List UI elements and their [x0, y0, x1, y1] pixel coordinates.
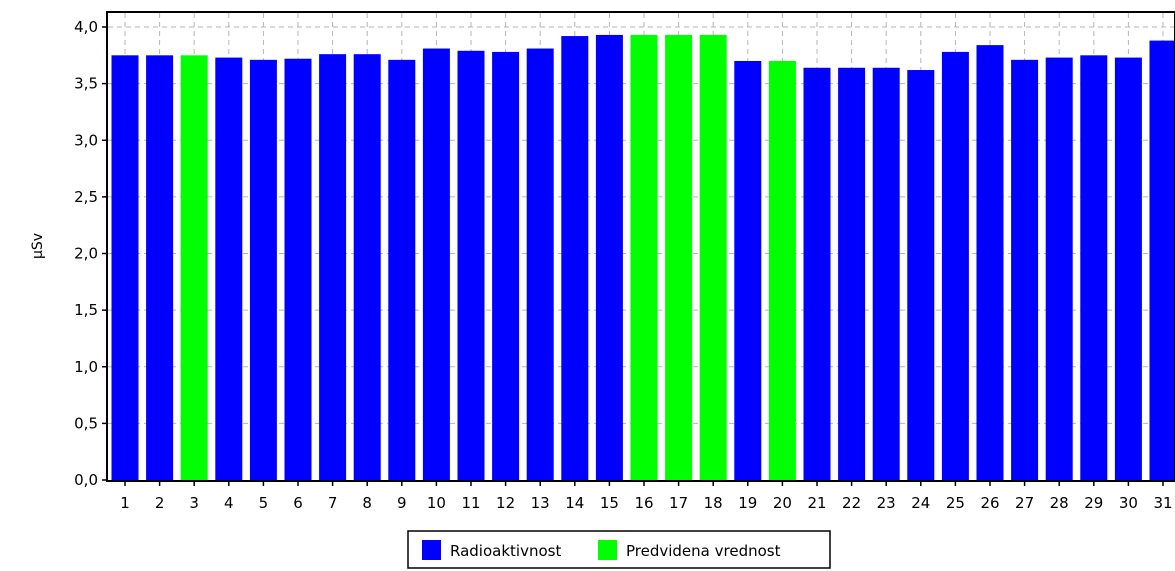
x-tick-label: 14	[565, 494, 584, 512]
bars	[111, 34, 1175, 481]
x-tick-label: 12	[496, 494, 515, 512]
y-tick-label: 3,0	[74, 131, 98, 149]
x-tick-label: 26	[980, 494, 999, 512]
bar-day-30	[1114, 57, 1142, 480]
x-tick-label: 18	[704, 494, 723, 512]
bar-day-15	[595, 34, 623, 481]
x-tick-label: 21	[807, 494, 826, 512]
bar-day-22	[838, 67, 866, 481]
legend-box	[407, 530, 831, 569]
x-tick-label: 4	[224, 494, 234, 512]
x-tick-label: 17	[669, 494, 688, 512]
bar-day-13	[526, 48, 554, 481]
y-tick-label: 2,5	[74, 188, 98, 206]
x-tick-label: 29	[1084, 494, 1103, 512]
bar-day-6	[284, 58, 312, 481]
x-tick-label: 8	[362, 494, 372, 512]
x-tick-label: 9	[397, 494, 407, 512]
bar-day-18	[699, 34, 727, 481]
bar-day-1	[111, 55, 139, 480]
bar-day-4	[215, 57, 243, 480]
legend-swatch-predvidena-vrednost	[598, 540, 617, 560]
plot-frame	[106, 11, 1175, 482]
bar-day-7	[319, 54, 347, 481]
bar-day-5	[249, 59, 277, 480]
y-tick-label: 2,0	[74, 245, 98, 263]
bar-day-23	[872, 67, 900, 481]
bar-day-21	[803, 67, 831, 481]
x-tick-label: 5	[259, 494, 269, 512]
bar-day-9	[388, 59, 416, 480]
x-tick-label: 28	[1050, 494, 1069, 512]
x-tick-label: 16	[634, 494, 653, 512]
x-tick-label: 23	[877, 494, 896, 512]
x-tick-label: 15	[600, 494, 619, 512]
bar-day-14	[561, 36, 589, 481]
legend-label-predvidena-vrednost: Predvidena vrednost	[626, 542, 781, 560]
y-axis-label: µSv	[30, 233, 46, 259]
bar-day-28	[1045, 57, 1073, 480]
x-tick-label: 22	[842, 494, 861, 512]
legend-label-radioaktivnost: Radioaktivnost	[450, 542, 561, 560]
x-tick-label: 11	[461, 494, 480, 512]
bar-day-11	[457, 50, 485, 480]
bar-day-19	[734, 60, 762, 480]
y-tick-label: 4,0	[74, 18, 98, 36]
bar-day-27	[1011, 59, 1039, 480]
bar-day-3	[180, 55, 208, 480]
bar-day-20	[768, 60, 796, 480]
bar-day-29	[1080, 55, 1108, 480]
y-tick-label: 0,0	[74, 471, 98, 489]
x-tick-label: 2	[155, 494, 165, 512]
bar-day-8	[353, 54, 381, 481]
y-tick-label: 1,0	[74, 358, 98, 376]
x-tick-label: 10	[427, 494, 446, 512]
x-tick-label: 13	[531, 494, 550, 512]
legend: Radioaktivnost Predvidena vrednost	[407, 530, 831, 569]
bar-day-17	[665, 34, 693, 481]
x-tick-label: 31	[1153, 494, 1172, 512]
x-tick-label: 7	[328, 494, 338, 512]
x-tick-label: 6	[293, 494, 303, 512]
x-tick-label: 27	[1015, 494, 1034, 512]
bar-day-2	[146, 55, 174, 480]
y-tick-label: 3,5	[74, 75, 98, 93]
y-axis-ticks: 0,0 0,5 1,0 1,5 2,0 2,5 3,0 3,5 4,0	[74, 18, 107, 489]
x-tick-label: 3	[189, 494, 199, 512]
y-tick-label: 1,5	[74, 301, 98, 319]
bar-day-25	[941, 51, 969, 480]
x-tick-label: 24	[911, 494, 930, 512]
bar-day-26	[976, 45, 1004, 481]
x-axis-ticks: 1 2 3 4 5 6 7 8 9 10 11 12 13 14 15 16 17 18 19 20 21 22 23 24 2…	[120, 481, 1173, 512]
bar-day-24	[907, 70, 935, 480]
x-tick-label: 30	[1119, 494, 1138, 512]
bar-day-10	[422, 48, 450, 481]
x-tick-label: 1	[120, 494, 130, 512]
bar-day-16	[630, 34, 658, 481]
legend-swatch-radioaktivnost	[422, 540, 441, 560]
x-tick-label: 19	[738, 494, 757, 512]
y-tick-label: 0,5	[74, 414, 98, 432]
x-tick-label: 25	[946, 494, 965, 512]
bar-day-31	[1149, 40, 1175, 481]
bar-day-12	[492, 51, 520, 480]
x-tick-label: 20	[773, 494, 792, 512]
